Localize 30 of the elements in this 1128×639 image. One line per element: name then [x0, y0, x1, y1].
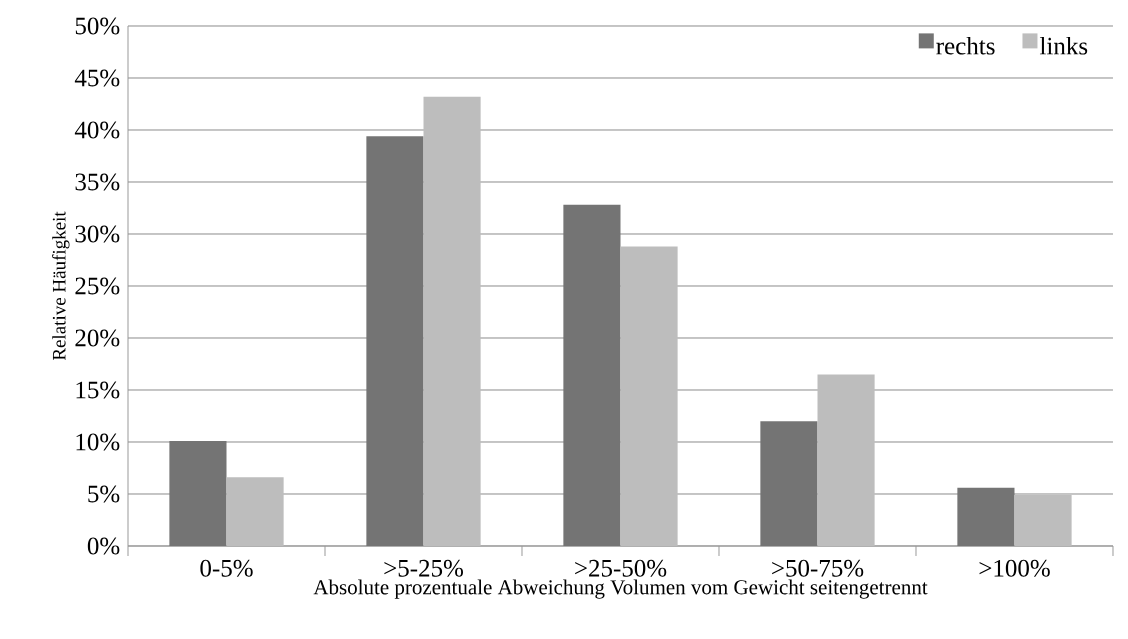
y-axis-title: Relative Häufigkeit [52, 211, 70, 361]
x-tick-label: >100% [979, 559, 1050, 577]
x-tick-label: >25-50% [575, 559, 667, 577]
x-tick-label: >50-75% [772, 559, 864, 577]
bar [1014, 495, 1072, 546]
bar [423, 96, 481, 546]
x-axis-title: Absolute prozentuale Abweichung Volumen vom Gewicht seitengetrennt [313, 579, 928, 599]
legend-label: rechts [936, 36, 995, 55]
bar [957, 487, 1015, 546]
bar [760, 421, 818, 546]
y-tick-label: 15% [76, 381, 120, 399]
legend-label: links [1039, 36, 1088, 55]
y-tick-label: 10% [76, 433, 120, 451]
y-tick-label: 35% [75, 173, 120, 191]
bar [226, 477, 284, 546]
bar [817, 374, 875, 546]
x-tick-label: 0-5% [200, 559, 253, 577]
y-tick-label: 0% [87, 537, 120, 555]
bar [620, 246, 678, 546]
bar [366, 136, 424, 546]
y-tick-label: 50% [75, 17, 120, 35]
y-tick-label: 20% [75, 329, 120, 347]
y-tick-label: 45% [74, 69, 120, 87]
y-tick-label: 25% [75, 277, 120, 295]
y-tick-label: 40% [74, 121, 120, 139]
bar [169, 440, 227, 546]
y-tick-label: 5% [88, 485, 120, 503]
x-tick-label: >5-25% [384, 559, 464, 577]
bar [563, 204, 621, 546]
y-tick-label: 30% [75, 225, 120, 243]
